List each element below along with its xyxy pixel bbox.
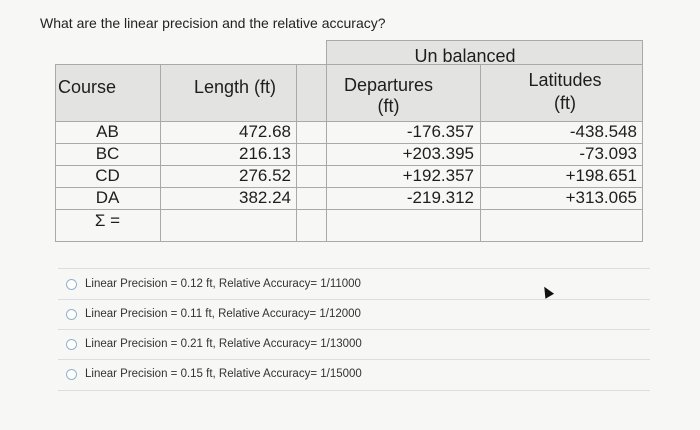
cell-latitude: +198.651 (565, 166, 637, 185)
answer-option-3[interactable]: Linear Precision = 0.21 ft, Relative Acc… (66, 332, 362, 356)
table-border (55, 209, 643, 210)
header-latitudes-unit: (ft) (554, 93, 576, 113)
question-text: What are the linear precision and the re… (40, 15, 386, 31)
table-border (55, 143, 643, 144)
cell-course: DA (95, 188, 120, 207)
table-border (642, 40, 643, 242)
radio-button[interactable] (66, 278, 77, 290)
option-label: Linear Precision = 0.11 ft, Relative Acc… (85, 308, 361, 320)
table-border (55, 187, 643, 188)
option-divider (58, 359, 650, 360)
traverse-table: Un balanced Course Length (ft) Departure… (55, 40, 643, 242)
cell-length: 276.52 (239, 166, 291, 185)
header-departures-unit: (ft) (377, 96, 400, 116)
option-divider (58, 390, 650, 391)
radio-button[interactable] (66, 338, 77, 350)
option-divider (58, 329, 650, 330)
table-border (296, 64, 297, 242)
table-border (55, 121, 643, 122)
table-border (55, 64, 56, 242)
radio-button[interactable] (66, 368, 77, 380)
radio-button[interactable] (66, 308, 77, 320)
table-border (55, 241, 643, 242)
header-latitudes: Latitudes (528, 70, 602, 90)
cell-departure: -219.312 (406, 188, 474, 207)
table-border (480, 64, 481, 242)
cell-course: BC (95, 144, 120, 163)
option-label: Linear Precision = 0.15 ft, Relative Acc… (85, 368, 362, 380)
header-length: Length (ft) (193, 77, 277, 97)
mouse-cursor-icon (539, 284, 555, 299)
cell-course: AB (96, 122, 119, 141)
table-border (326, 40, 643, 41)
cell-departure: -176.357 (406, 122, 474, 141)
header-departures: Departures (343, 75, 434, 95)
table-border (55, 165, 643, 166)
sum-label: Σ = (94, 211, 121, 230)
cell-latitude: -73.093 (579, 144, 637, 163)
option-divider (58, 268, 650, 269)
cell-latitude: -438.548 (569, 122, 637, 141)
table-border (326, 40, 327, 242)
super-header: Un balanced (414, 46, 516, 66)
table-border (55, 64, 643, 65)
answer-option-4[interactable]: Linear Precision = 0.15 ft, Relative Acc… (66, 362, 362, 386)
cell-length: 472.68 (239, 122, 291, 141)
option-label: Linear Precision = 0.21 ft, Relative Acc… (85, 338, 362, 350)
cell-length: 216.13 (239, 144, 291, 163)
table-header-bg (55, 64, 643, 121)
header-course: Course (58, 77, 117, 97)
table-border (160, 64, 161, 242)
answer-option-1[interactable]: Linear Precision = 0.12 ft, Relative Acc… (66, 272, 361, 296)
cell-departure: +192.357 (402, 166, 474, 185)
super-header-bg (326, 40, 643, 64)
cell-course: CD (95, 166, 120, 185)
cell-length: 382.24 (239, 188, 291, 207)
cell-latitude: +313.065 (565, 188, 637, 207)
answer-option-2[interactable]: Linear Precision = 0.11 ft, Relative Acc… (66, 302, 361, 326)
option-label: Linear Precision = 0.12 ft, Relative Acc… (85, 278, 361, 290)
option-divider (58, 299, 650, 300)
cell-departure: +203.395 (402, 144, 474, 163)
